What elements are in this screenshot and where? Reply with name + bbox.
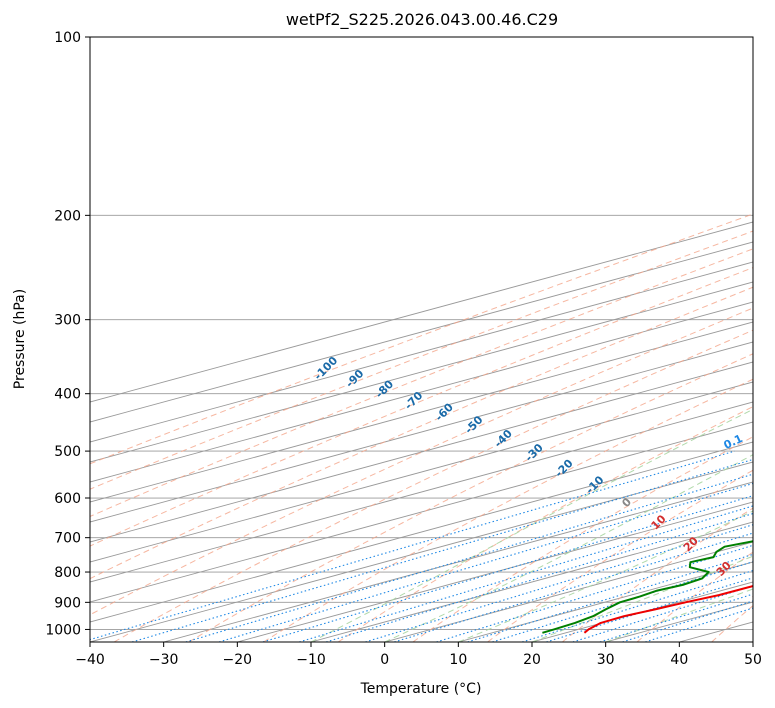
y-tick-label: 1000 — [45, 622, 81, 638]
x-tick-label: 40 — [670, 652, 688, 668]
chart-title: wetPf2_S225.2026.043.00.46.C29 — [286, 10, 558, 30]
dry-adiabat-label: -50 — [462, 413, 485, 436]
mixing-ratio-line — [325, 512, 753, 642]
dry-adiabat-line — [90, 230, 753, 490]
moist-adiabat-line — [605, 588, 753, 642]
sounding-profiles — [542, 540, 753, 634]
mixing-ratio-line — [546, 577, 753, 642]
dry-adiabat-line — [90, 267, 753, 547]
mixing-ratio-line — [131, 458, 753, 642]
x-tick-label: 20 — [523, 652, 541, 668]
isotherm-line — [90, 341, 753, 523]
x-tick-label: −10 — [296, 652, 326, 668]
y-tick-label: 200 — [54, 208, 81, 224]
mixing-ratio-line — [622, 600, 753, 642]
dry-adiabat-line — [90, 307, 753, 616]
x-tick-label: 30 — [597, 652, 615, 668]
dry-adiabat-label: -80 — [373, 377, 396, 400]
x-tick-label: −20 — [223, 652, 253, 668]
isotherm-line — [90, 441, 753, 623]
mixing-ratio-label: 0.2 — [768, 432, 775, 452]
isotherm-line — [90, 241, 753, 423]
dry-adiabat-line — [487, 469, 753, 642]
dry-adiabat-label: 0 — [619, 495, 634, 510]
isotherm-line — [90, 321, 753, 503]
dry-adiabat-line — [113, 329, 753, 642]
isotherm-line — [237, 501, 753, 642]
dry-adiabat-label: -90 — [343, 367, 366, 390]
dry-adiabat-line — [561, 507, 753, 642]
isotherm-line — [90, 221, 753, 403]
isotherm-line — [90, 461, 753, 642]
mixing-ratio-line — [394, 532, 753, 642]
dry-adiabat-line — [188, 353, 753, 642]
moist-adiabat-line — [384, 454, 753, 642]
x-tick-label: 50 — [744, 652, 762, 668]
dry-adiabat-line — [90, 248, 753, 517]
dry-adiabat-label: 30 — [714, 559, 734, 579]
isotherm-line — [90, 421, 753, 603]
dewpoint-profile-line — [542, 540, 753, 634]
dry-adiabat-line — [636, 551, 753, 642]
isotherm-line — [90, 381, 753, 563]
x-tick-label: 0 — [380, 652, 389, 668]
isotherm-line — [531, 581, 753, 642]
isotherm-line — [90, 301, 753, 483]
isotherm-line — [90, 281, 753, 463]
dry-adiabat-label: -40 — [492, 427, 515, 450]
background-lines — [90, 37, 753, 642]
dry-adiabat-label: -70 — [402, 389, 425, 412]
y-tick-label: 500 — [54, 444, 81, 460]
y-tick-label: 600 — [54, 491, 81, 507]
dry-adiabat-line — [90, 213, 753, 465]
isotherm-line — [90, 401, 753, 583]
y-tick-label: 300 — [54, 313, 81, 329]
y-tick-label: 800 — [54, 565, 81, 581]
isotherm-line — [163, 481, 753, 642]
isotherm-line — [752, 641, 753, 642]
mixing-ratio-line — [436, 544, 753, 642]
dry-adiabat-line — [90, 286, 753, 580]
mixing-ratio-label: 0.1 — [722, 432, 745, 452]
dry-adiabat-line — [263, 378, 753, 642]
x-tick-label: 10 — [449, 652, 467, 668]
dry-adiabat-label: -10 — [583, 473, 606, 496]
mixing-ratio-line — [365, 524, 753, 642]
dry-adiabat-line — [412, 436, 753, 642]
x-axis-label: Temperature (°C) — [360, 681, 482, 697]
mixing-ratio-line — [467, 553, 753, 642]
moist-adiabat-line — [531, 555, 753, 642]
y-tick-label: 900 — [54, 595, 81, 611]
y-axis-label: Pressure (hPa) — [12, 289, 28, 389]
x-axis: −40 −30 −20 −10 0 10 20 30 40 50 — [75, 642, 762, 668]
mixing-ratio-line — [185, 473, 753, 642]
y-tick-label: 700 — [54, 531, 81, 547]
x-tick-label: −30 — [149, 652, 179, 668]
y-tick-label: 100 — [54, 30, 81, 46]
moist-adiabat-line — [310, 408, 753, 642]
dry-adiabat-label: -20 — [552, 457, 575, 480]
mixing-ratio-line — [299, 505, 753, 642]
isotherm-line — [310, 521, 753, 642]
isotherm-line — [90, 361, 753, 543]
dry-adiabat-line — [337, 406, 753, 642]
isotherm-line — [90, 261, 753, 443]
y-axis: 1000 900 800 700 600 500 400 300 200 100 — [45, 30, 90, 638]
dry-adiabat-line — [711, 605, 753, 642]
y-tick-label: 400 — [54, 387, 81, 403]
dry-adiabat-label: 40 — [748, 586, 768, 606]
mixing-ratio-line — [262, 495, 753, 642]
plot-frame — [89, 36, 754, 643]
x-tick-label: −40 — [75, 652, 105, 668]
moist-adiabat-line — [458, 510, 753, 642]
isotherm-line — [458, 561, 753, 642]
